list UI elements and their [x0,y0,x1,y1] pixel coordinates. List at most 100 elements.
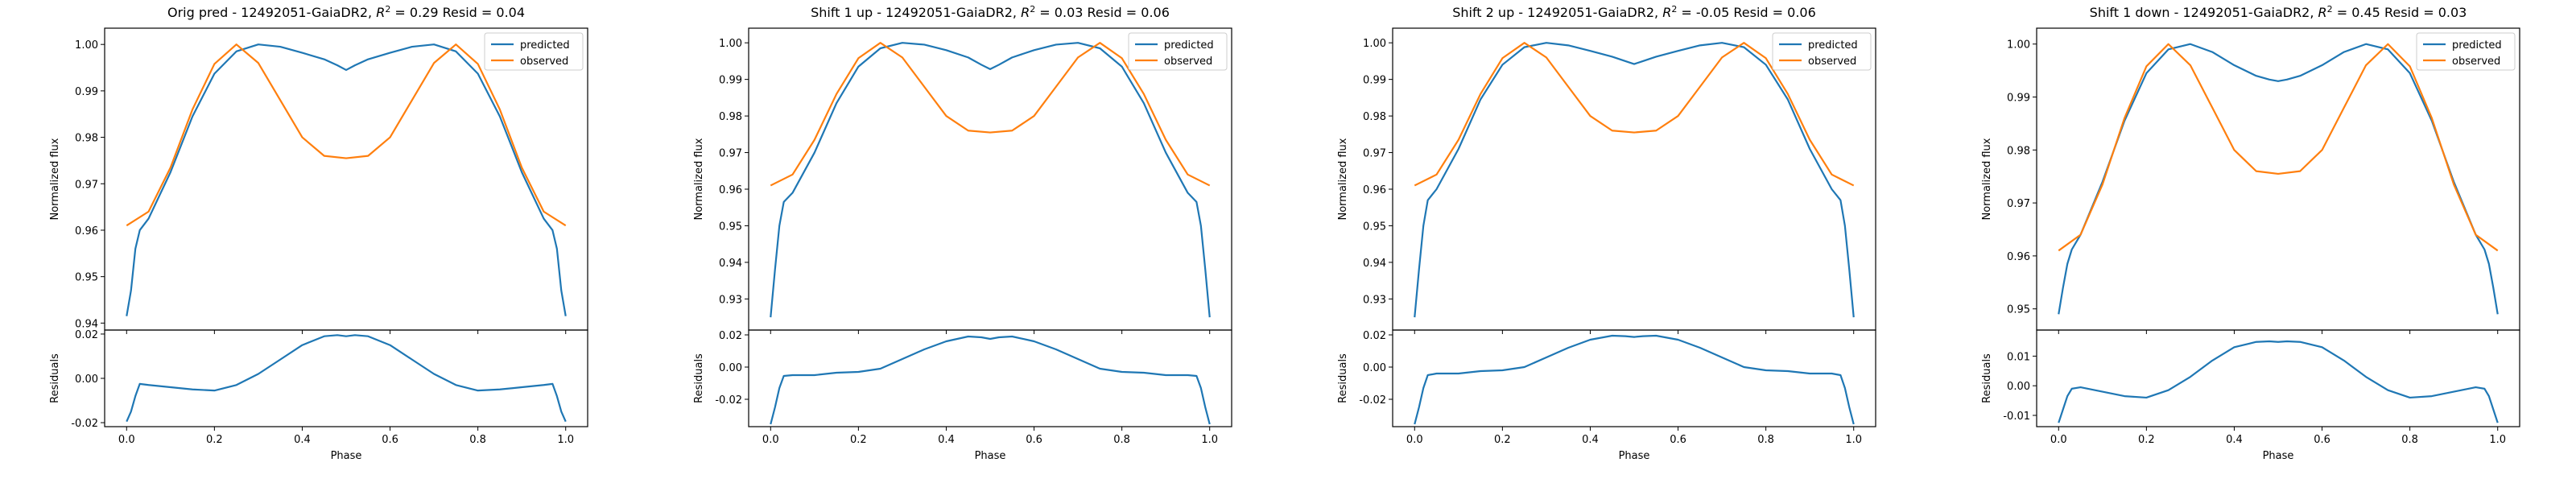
residuals-line [1414,334,1855,425]
x-tick-label: 0.4 [938,434,955,446]
top-axes-frame [748,27,1232,331]
resid-y-tick-label: 0.02 [1363,330,1386,342]
y-tick-label: 0.93 [719,294,742,306]
resid-y-tick-label: 0.00 [2007,381,2030,393]
y-tick-label: 0.99 [75,86,98,98]
y-tick-label: 1.00 [719,38,742,50]
series-line-predicted [770,42,1211,318]
series-line-observed [770,42,1211,187]
y-tick-label: 0.96 [75,225,98,237]
x-tick-label: 0.8 [1757,434,1774,446]
y-axis-label: Normalized flux [693,138,705,220]
y-tick-label: 0.94 [1363,258,1386,270]
y-tick-label: 0.98 [719,111,742,123]
residuals-line [770,335,1211,425]
x-tick-label: 0.0 [762,434,779,446]
y-tick-label: 0.99 [719,75,742,87]
top-axes-frame [104,27,588,331]
residual-axes-frame [2036,329,2520,427]
x-tick-label: 1.0 [557,434,574,446]
x-tick-label: 0.4 [294,434,311,446]
x-tick-label: 0.0 [118,434,135,446]
x-axis-label: Phase [1619,450,1650,462]
x-tick-label: 0.2 [850,434,867,446]
y-tick-label: 0.95 [1363,221,1386,233]
resid-y-tick-label: 0.00 [1363,362,1386,374]
chart-panel-1: Orig pred - 12492051-GaiaDR2, R2 = 0.29 … [49,4,588,462]
y-tick-label: 0.96 [2007,251,2030,263]
x-axis-label: Phase [2263,450,2294,462]
chart-panel-2: Shift 1 up - 12492051-GaiaDR2, R2 = 0.03… [693,4,1232,462]
chart-panel-3: Shift 2 up - 12492051-GaiaDR2, R2 = -0.0… [1337,4,1876,462]
legend-label-predicted: predicted [1164,39,1214,52]
x-tick-label: 0.4 [1582,434,1599,446]
x-tick-label: 0.6 [1670,434,1686,446]
chart-title: Shift 2 up - 12492051-GaiaDR2, R2 = -0.0… [1452,4,1816,20]
residuals-line [2058,340,2499,423]
y-tick-label: 0.94 [719,258,742,270]
resid-y-axis-label: Residuals [1981,353,1993,403]
resid-y-tick-label: 0.02 [75,329,98,341]
y-tick-label: 0.95 [719,221,742,233]
chart-title: Shift 1 up - 12492051-GaiaDR2, R2 = 0.03… [811,4,1170,20]
y-tick-label: 1.00 [75,39,98,52]
top-axes-frame [1392,27,1876,331]
x-tick-label: 0.2 [2138,434,2155,446]
resid-y-tick-label: -0.02 [715,394,742,407]
x-tick-label: 0.6 [2314,434,2330,446]
series-line-predicted [2058,43,2499,315]
y-tick-label: 0.98 [75,133,98,145]
y-tick-label: 0.97 [2007,198,2030,210]
y-tick-label: 0.93 [1363,294,1386,306]
series-line-observed [2058,43,2499,252]
y-tick-label: 0.99 [2007,93,2030,105]
y-tick-label: 0.96 [719,184,742,196]
resid-y-tick-label: 0.01 [2007,351,2030,363]
x-tick-label: 0.0 [1406,434,1423,446]
resid-y-tick-label: 0.00 [75,374,98,386]
y-tick-label: 0.96 [1363,184,1386,196]
x-tick-label: 0.2 [1494,434,1511,446]
y-tick-label: 1.00 [2007,39,2030,52]
y-tick-label: 0.97 [719,148,742,160]
y-axis-label: Normalized flux [49,138,61,220]
x-axis-label: Phase [975,450,1006,462]
chart-panel-4: Shift 1 down - 12492051-GaiaDR2, R2 = 0.… [1981,4,2520,462]
legend: predicted observed [484,32,584,71]
legend-label-predicted: predicted [1808,39,1858,52]
resid-y-tick-label: -0.01 [2003,411,2030,423]
y-tick-label: 0.94 [75,318,98,330]
x-tick-label: 0.6 [1026,434,1042,446]
x-tick-label: 1.0 [2489,434,2506,446]
series-line-observed [1414,42,1855,187]
legend-label-predicted: predicted [2452,39,2502,52]
x-tick-label: 0.2 [206,434,223,446]
y-tick-label: 0.97 [1363,148,1386,160]
y-tick-label: 0.97 [75,179,98,191]
y-tick-label: 0.98 [2007,145,2030,157]
y-tick-label: 0.95 [2007,304,2030,316]
x-tick-label: 1.0 [1845,434,1862,446]
y-axis-label: Normalized flux [1337,138,1349,220]
y-tick-label: 1.00 [1363,38,1386,50]
x-tick-label: 1.0 [1201,434,1218,446]
chart-title: Shift 1 down - 12492051-GaiaDR2, R2 = 0.… [2090,4,2467,20]
x-tick-label: 0.4 [2226,434,2243,446]
chart-title: Orig pred - 12492051-GaiaDR2, R2 = 0.29 … [167,4,525,20]
series-line-predicted [1414,42,1855,318]
resid-y-tick-label: -0.02 [1359,394,1386,407]
legend-label-observed: observed [1164,56,1212,68]
series-line-observed [126,43,567,227]
x-axis-label: Phase [331,450,362,462]
legend-label-observed: observed [520,56,568,68]
x-tick-label: 0.0 [2050,434,2067,446]
x-tick-label: 0.8 [469,434,486,446]
residual-axes-frame [104,329,588,427]
legend-label-observed: observed [1808,56,1856,68]
legend: predicted observed [1128,32,1228,71]
y-axis-label: Normalized flux [1981,138,1993,220]
x-tick-label: 0.6 [382,434,398,446]
y-tick-label: 0.99 [1363,75,1386,87]
resid-y-tick-label: 0.02 [719,330,742,342]
legend: predicted observed [2416,32,2516,71]
